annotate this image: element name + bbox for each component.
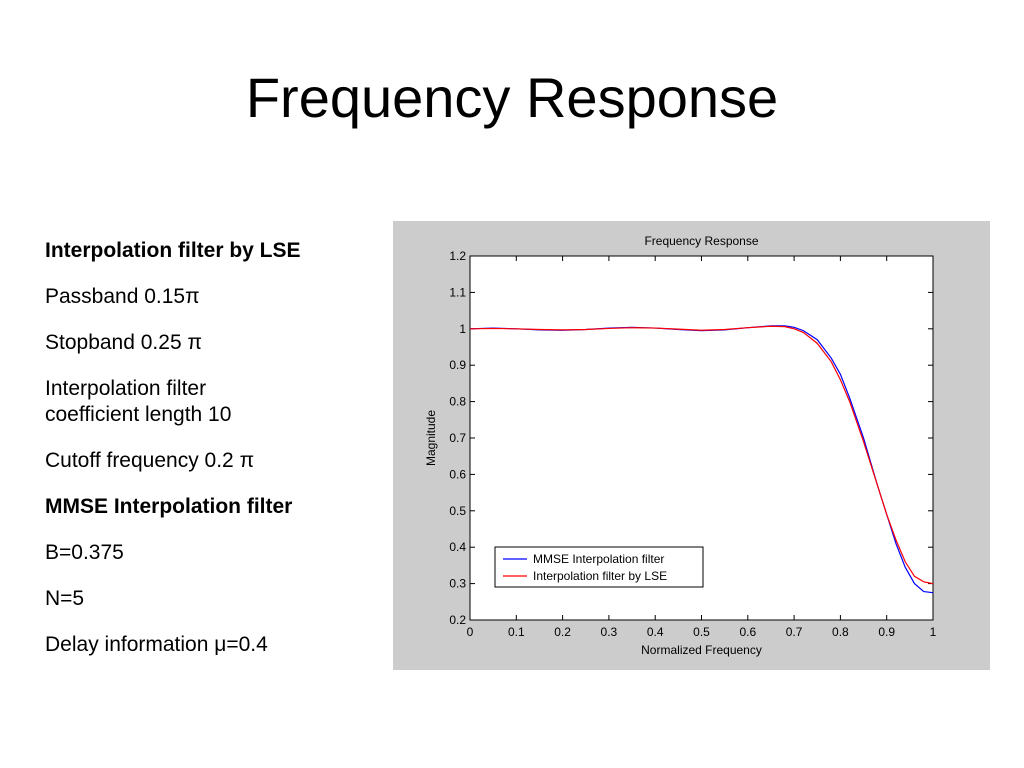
b-parameter-item: B=0.375 — [45, 540, 375, 566]
x-tick-label: 0.5 — [693, 625, 710, 639]
y-tick-label: 1 — [459, 322, 466, 336]
n-parameter-item: N=5 — [45, 586, 375, 612]
slide-title: Frequency Response — [245, 66, 779, 129]
series-layer — [469, 325, 934, 594]
n-parameter-text: N=5 — [45, 587, 85, 610]
x-tick-label: 0.1 — [508, 625, 525, 639]
y-tick-label: 0.7 — [449, 431, 466, 445]
y-tick-label: 0.4 — [449, 540, 466, 554]
x-tick-label: 0.4 — [647, 625, 664, 639]
legend-label: MMSE Interpolation filter — [533, 552, 664, 566]
x-tick-label: 0.7 — [786, 625, 803, 639]
stopband-item: Stopband 0.25 π — [45, 330, 375, 356]
coefficient-length-text: Interpolation filter coefficient length … — [45, 377, 232, 426]
y-tick-label: 0.2 — [449, 613, 466, 627]
x-axis-label: Normalized Frequency — [641, 643, 762, 657]
chart-title: Frequency Response — [644, 234, 758, 248]
delay-information-item: Delay information μ=0.4 — [45, 632, 375, 658]
y-tick-label: 0.3 — [449, 577, 466, 591]
lse-heading-text: Interpolation filter by LSE — [45, 239, 301, 262]
y-tick-label: 0.6 — [449, 467, 466, 481]
passband-text: Passband 0.15π — [45, 285, 200, 308]
passband-item: Passband 0.15π — [45, 284, 375, 310]
frequency-response-chart: Frequency Response 0 0.1 0.2 0.3 0.4 0.5 0.6 0.7… — [424, 234, 937, 657]
delay-information-text: Delay information μ=0.4 — [45, 633, 268, 656]
coefficient-length-item: Interpolation filter coefficient length … — [45, 376, 285, 428]
cutoff-frequency-item: Cutoff frequency 0.2 π — [45, 448, 375, 474]
y-axis-label: Magnitude — [424, 410, 438, 466]
y-tick-label: 1.1 — [449, 285, 466, 299]
y-tick-label: 0.5 — [449, 504, 466, 518]
x-tick-label: 1 — [930, 625, 937, 639]
bullet-list: Interpolation filter by LSE Passband 0.1… — [45, 238, 375, 678]
lse-heading: Interpolation filter by LSE — [45, 238, 375, 264]
y-tick-label: 1.2 — [449, 249, 466, 263]
legend-box — [494, 546, 704, 588]
x-tick-label: 0 — [467, 625, 474, 639]
legend-label: Interpolation filter by LSE — [533, 569, 667, 583]
legend: MMSE Interpolation filter Interpolation f… — [494, 546, 704, 588]
stopband-text: Stopband 0.25 π — [45, 331, 202, 354]
cutoff-frequency-text: Cutoff frequency 0.2 π — [45, 449, 255, 472]
axes-layer: Frequency Response 0 0.1 0.2 0.3 0.4 0.5 0.6 0.7… — [424, 234, 937, 657]
x-tick-label: 0.6 — [739, 625, 756, 639]
x-tick-label: 0.9 — [878, 625, 895, 639]
chart-figure: Frequency Response 0 0.1 0.2 0.3 0.4 0.5 0.6 0.7… — [393, 221, 990, 670]
x-tick-label: 0.8 — [832, 625, 849, 639]
y-tick-label: 0.8 — [449, 395, 466, 409]
mmse-heading-text: MMSE Interpolation filter — [45, 495, 293, 518]
x-tick-label: 0.3 — [601, 625, 618, 639]
x-tick-label: 0.2 — [554, 625, 571, 639]
mmse-heading: MMSE Interpolation filter — [45, 494, 375, 520]
series-line-lse — [469, 325, 934, 585]
y-tick-label: 0.9 — [449, 358, 466, 372]
b-parameter-text: B=0.375 — [45, 541, 124, 564]
